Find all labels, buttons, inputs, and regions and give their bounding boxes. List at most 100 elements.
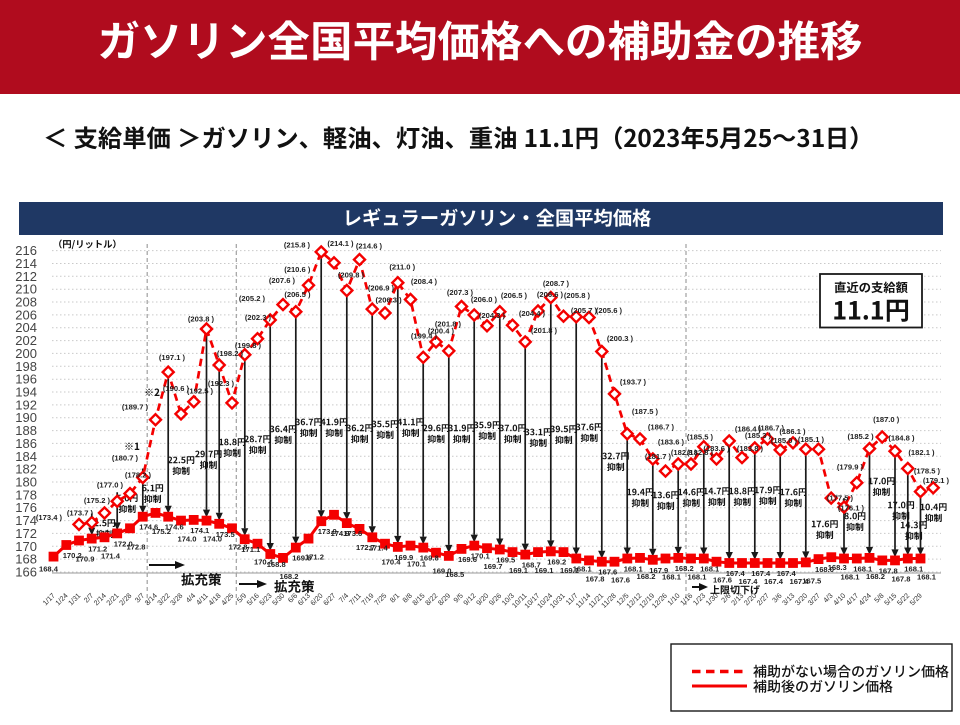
svg-text:(207.6 ): (207.6 ) <box>269 276 296 285</box>
svg-text:(200.4 ): (200.4 ) <box>428 327 455 336</box>
svg-text:166: 166 <box>15 565 37 580</box>
svg-text:174.6: 174.6 <box>139 523 158 532</box>
svg-text:168.1: 168.1 <box>662 573 682 582</box>
svg-text:168.7: 168.7 <box>522 561 541 570</box>
svg-text:168.1: 168.1 <box>840 573 860 582</box>
svg-text:173.6: 173.6 <box>343 529 362 538</box>
svg-text:(192.5 ): (192.5 ) <box>187 387 214 396</box>
svg-text:172.8: 172.8 <box>228 542 247 551</box>
svg-text:(202.3 ): (202.3 ) <box>245 313 272 322</box>
svg-text:167.5: 167.5 <box>802 576 822 585</box>
svg-text:(173.7 ): (173.7 ) <box>67 509 94 518</box>
svg-text:(185.3 ): (185.3 ) <box>745 431 772 440</box>
svg-text:182: 182 <box>15 462 37 477</box>
svg-text:171.1: 171.1 <box>241 545 261 554</box>
svg-text:169.6: 169.6 <box>458 555 477 564</box>
svg-text:194: 194 <box>15 385 37 400</box>
svg-text:167.4: 167.4 <box>777 569 797 578</box>
svg-text:168.1: 168.1 <box>917 573 937 582</box>
svg-text:170.4: 170.4 <box>254 558 274 567</box>
svg-text:169.7: 169.7 <box>483 562 502 571</box>
svg-text:178: 178 <box>15 487 37 502</box>
svg-text:(207.3 ): (207.3 ) <box>447 288 474 297</box>
svg-text:168.1: 168.1 <box>700 565 720 574</box>
svg-text:(185.1 ): (185.1 ) <box>798 435 825 444</box>
svg-text:170.2: 170.2 <box>63 551 82 560</box>
svg-text:169.9: 169.9 <box>394 553 413 562</box>
svg-text:170.9: 170.9 <box>75 555 94 564</box>
svg-text:212: 212 <box>15 269 37 284</box>
svg-text:(192.3 ): (192.3 ) <box>208 379 235 388</box>
svg-text:168.2: 168.2 <box>636 572 655 581</box>
svg-text:167.6: 167.6 <box>598 568 617 577</box>
svg-text:168.0: 168.0 <box>815 565 834 574</box>
svg-text:(183.6 ): (183.6 ) <box>658 438 685 447</box>
svg-text:210: 210 <box>15 282 37 297</box>
svg-text:(173.4 ): (173.4 ) <box>36 513 63 522</box>
svg-text:(199.4 ): (199.4 ) <box>411 332 438 341</box>
svg-text:171.4: 171.4 <box>369 543 389 552</box>
svg-text:(204.3 ): (204.3 ) <box>479 311 506 320</box>
svg-text:167.9: 167.9 <box>649 566 668 575</box>
svg-text:(200.3 ): (200.3 ) <box>607 334 634 343</box>
svg-text:(199.8 ): (199.8 ) <box>235 341 262 350</box>
svg-text:169.2: 169.2 <box>547 557 566 566</box>
svg-text:(206.5 ): (206.5 ) <box>284 290 311 299</box>
svg-text:(208.4 ): (208.4 ) <box>411 277 438 286</box>
svg-text:169.8: 169.8 <box>292 554 311 563</box>
svg-text:(182.1 ): (182.1 ) <box>908 448 935 457</box>
svg-text:167.4: 167.4 <box>738 577 758 586</box>
svg-text:170.1: 170.1 <box>471 552 491 561</box>
svg-text:(205.8 ): (205.8 ) <box>564 291 591 300</box>
svg-text:(214.1 ): (214.1 ) <box>327 239 354 248</box>
svg-text:169.1: 169.1 <box>560 566 580 575</box>
svg-text:171.4: 171.4 <box>101 551 121 560</box>
svg-text:176: 176 <box>15 500 37 515</box>
svg-text:174: 174 <box>15 513 37 528</box>
svg-text:(197.1 ): (197.1 ) <box>159 353 186 362</box>
svg-text:171.2: 171.2 <box>88 545 107 554</box>
svg-text:(177.0 ): (177.0 ) <box>97 481 124 490</box>
svg-text:168.1: 168.1 <box>904 565 924 574</box>
svg-text:(183.8 ): (183.8 ) <box>737 444 764 453</box>
svg-text:169.1: 169.1 <box>509 566 529 575</box>
svg-text:184: 184 <box>15 449 37 464</box>
svg-text:174.1: 174.1 <box>190 526 210 535</box>
svg-text:167.8: 167.8 <box>891 574 910 583</box>
svg-text:174.6: 174.6 <box>165 523 184 532</box>
svg-text:(176.1 ): (176.1 ) <box>838 504 865 513</box>
svg-text:168.3: 168.3 <box>828 563 847 572</box>
svg-text:202: 202 <box>15 333 37 348</box>
svg-text:169.5: 169.5 <box>496 556 516 565</box>
svg-text:170.1: 170.1 <box>407 560 427 569</box>
svg-text:(186.7 ): (186.7 ) <box>758 424 785 433</box>
svg-text:190: 190 <box>15 410 37 425</box>
svg-text:(204.4 ): (204.4 ) <box>519 309 546 318</box>
svg-text:(205.2 ): (205.2 ) <box>239 294 266 303</box>
svg-text:168.8: 168.8 <box>267 560 286 569</box>
svg-text:172.0: 172.0 <box>114 539 133 548</box>
svg-text:196: 196 <box>15 372 37 387</box>
svg-text:(209.8 ): (209.8 ) <box>338 270 365 279</box>
svg-text:168.1: 168.1 <box>573 565 593 574</box>
svg-text:(187.5 ): (187.5 ) <box>632 407 659 416</box>
svg-text:168.2: 168.2 <box>675 564 694 573</box>
svg-text:174.9: 174.9 <box>330 529 349 538</box>
svg-text:(182.8 ): (182.8 ) <box>687 448 714 457</box>
svg-text:(211.0 ): (211.0 ) <box>389 263 415 272</box>
svg-text:(184.8 ): (184.8 ) <box>888 434 915 443</box>
svg-text:167.8: 167.8 <box>585 574 604 583</box>
svg-text:(186.1 ): (186.1 ) <box>779 427 806 436</box>
svg-text:(206.5 ): (206.5 ) <box>501 291 528 300</box>
svg-text:(175.2 ): (175.2 ) <box>84 496 111 505</box>
svg-text:(214.6 ): (214.6 ) <box>356 242 383 251</box>
svg-text:170: 170 <box>15 539 37 554</box>
svg-text:168.1: 168.1 <box>687 573 707 582</box>
svg-text:(208.7 ): (208.7 ) <box>543 279 570 288</box>
svg-text:172: 172 <box>15 526 37 541</box>
svg-text:167.4: 167.4 <box>789 577 809 586</box>
svg-text:(180.7 ): (180.7 ) <box>112 454 139 463</box>
svg-text:173.5: 173.5 <box>216 530 236 539</box>
svg-text:168.2: 168.2 <box>866 572 885 581</box>
svg-text:214: 214 <box>15 256 37 271</box>
